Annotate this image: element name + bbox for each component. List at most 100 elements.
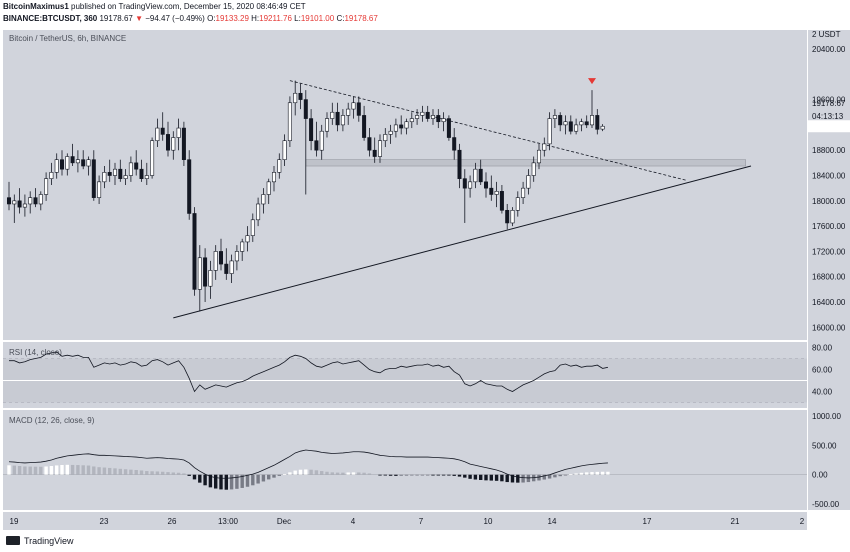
- candle-body: [245, 235, 250, 243]
- macd-histogram-bar: [139, 470, 144, 475]
- candle-body: [584, 121, 589, 126]
- macd-histogram-bar: [367, 473, 372, 475]
- macd-histogram-bar: [224, 474, 228, 490]
- price-tick-label: 19600.00: [812, 96, 846, 105]
- chart-header: BitcoinMaximus1 published on TradingView…: [0, 0, 850, 28]
- macd-histogram-bar: [600, 471, 605, 475]
- time-tick-label: 10: [484, 517, 493, 526]
- candle: [155, 118, 160, 148]
- candle-body: [478, 168, 483, 183]
- candle: [393, 118, 398, 138]
- author-name[interactable]: BitcoinMaximus1: [3, 2, 69, 11]
- macd-histogram-bar: [383, 474, 387, 476]
- candle-body: [531, 162, 536, 176]
- candle-body: [558, 115, 563, 126]
- candle-body: [70, 156, 75, 164]
- time-tick-label: Dec: [277, 517, 291, 526]
- macd-histogram-bar: [229, 474, 234, 490]
- current-price-tag: 19178.67 04:13:13: [808, 99, 850, 133]
- candle: [346, 102, 351, 125]
- candle: [521, 181, 526, 204]
- price-tick-label: 16000.00: [812, 323, 846, 332]
- candle: [536, 143, 541, 170]
- macd-tick-label: 500.00: [812, 441, 837, 450]
- candle-body: [38, 194, 43, 205]
- candle-body: [54, 159, 59, 173]
- open-value: 19133.29: [215, 14, 249, 23]
- macd-histogram-bar: [192, 474, 197, 480]
- price-axis-bg: [808, 30, 850, 510]
- macd-histogram-bar: [473, 474, 478, 480]
- candle-body: [409, 118, 414, 123]
- symbol-label[interactable]: BINANCE:BTCUSDT, 360: [3, 14, 98, 23]
- trendlines[interactable]: [173, 80, 752, 319]
- footer: TradingView: [0, 530, 850, 552]
- candle: [134, 150, 139, 176]
- candle: [340, 109, 345, 132]
- candle: [150, 137, 155, 179]
- candle-body: [187, 159, 192, 214]
- macd-histogram-bar: [314, 470, 319, 475]
- macd-histogram-bar: [92, 466, 96, 475]
- trading-chart[interactable]: Bitcoin / TetherUS, 6h, BINANCE RSI (14,…: [0, 28, 850, 530]
- candle: [473, 162, 478, 189]
- macd-tick-label: 1000.00: [812, 412, 841, 421]
- horizontal-zone: [305, 159, 746, 167]
- candle: [160, 112, 165, 141]
- macd-histogram-bar: [489, 474, 493, 481]
- macd-histogram-bar: [60, 465, 64, 475]
- candle-body: [330, 111, 335, 119]
- candle: [351, 96, 356, 119]
- macd-histogram-bar: [447, 474, 451, 476]
- macd-histogram-bar: [145, 471, 149, 475]
- candle-body: [171, 137, 176, 151]
- candle: [563, 115, 568, 135]
- macd-histogram-bar: [55, 465, 59, 475]
- macd-histogram-bar: [304, 469, 308, 475]
- rsi-axis-ticks: 80.00 60.00 40.00: [812, 344, 833, 397]
- candle: [187, 150, 192, 220]
- candle: [330, 102, 335, 125]
- candle-body: [372, 149, 377, 157]
- candle: [483, 172, 488, 198]
- macd-histogram-bar: [585, 472, 589, 475]
- macd-histogram-bar: [320, 471, 324, 475]
- candle-body: [483, 181, 488, 189]
- macd-histogram-bar: [505, 474, 509, 483]
- candle: [579, 118, 584, 132]
- tradingview-logo[interactable]: TradingView: [6, 536, 74, 546]
- candle-body: [542, 143, 547, 151]
- macd-histogram-bar: [542, 474, 546, 480]
- candle: [293, 80, 298, 116]
- candle-body: [97, 181, 102, 198]
- macd-histogram-bar: [155, 471, 160, 475]
- macd-histogram-bar: [346, 472, 350, 475]
- macd-histogram-bar: [235, 474, 239, 489]
- candle-body: [75, 159, 80, 164]
- candle-body: [298, 92, 303, 100]
- candle-body: [510, 210, 515, 224]
- candle-body: [489, 187, 494, 195]
- macd-tick-label: -500.00: [812, 500, 840, 509]
- macd-histogram-bar: [494, 474, 499, 481]
- candle: [362, 105, 367, 141]
- candle: [552, 109, 557, 129]
- macd-histogram-bar: [182, 473, 186, 475]
- candle-body: [155, 127, 160, 142]
- candle: [510, 207, 515, 227]
- candle: [59, 150, 64, 176]
- support-zone-rect: [305, 159, 746, 167]
- sell-arrow-icon: [588, 78, 596, 85]
- macd-histogram-bar: [102, 467, 107, 475]
- macd-histogram-bar: [378, 474, 382, 476]
- candle-body: [91, 159, 96, 198]
- candle: [314, 121, 319, 157]
- candle-body: [139, 168, 144, 179]
- candle: [28, 191, 33, 214]
- macd-histogram-bar: [118, 468, 122, 475]
- candle: [192, 207, 197, 296]
- macd-histogram-bar: [76, 465, 80, 475]
- candle-body: [600, 125, 605, 130]
- macd-histogram-bar: [7, 465, 11, 475]
- macd-histogram-bar: [394, 474, 398, 476]
